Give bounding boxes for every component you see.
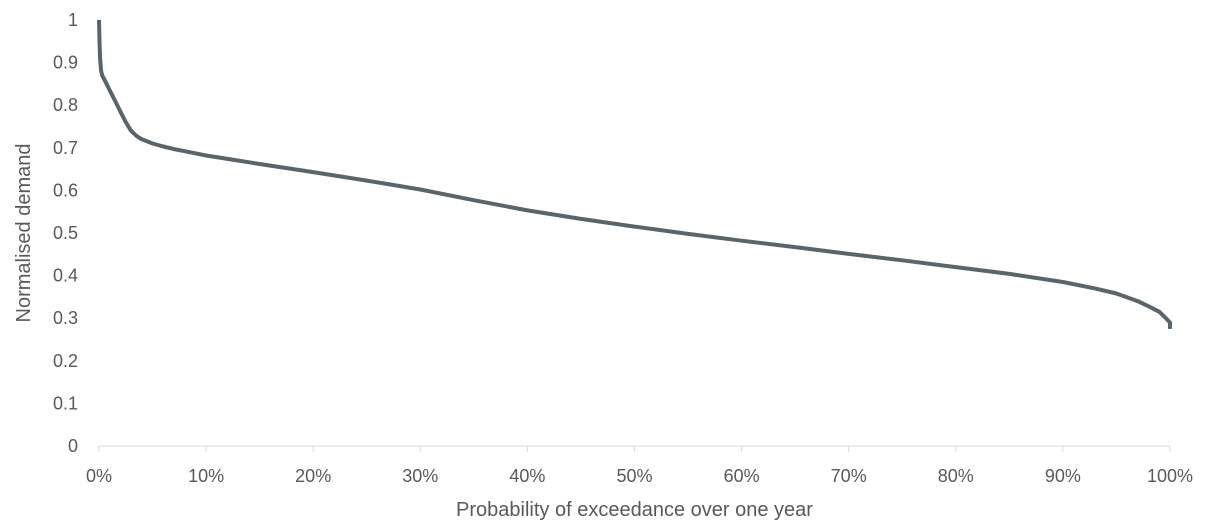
series-layer — [97, 19, 1172, 329]
y-tick-label: 0.2 — [53, 351, 78, 371]
x-tick-label: 40% — [509, 466, 545, 486]
y-axis-ticks: 0 0.1 0.2 0.3 0.4 0.5 0.6 0.7 0.8 0.9 1 — [53, 10, 78, 456]
x-tick-label: 10% — [188, 466, 224, 486]
y-tick-label: 0.8 — [53, 95, 78, 115]
x-tick-label: 20% — [295, 466, 331, 486]
y-axis-title: Normalised demand — [13, 144, 35, 323]
x-tick-label: 60% — [724, 466, 760, 486]
y-tick-label: 0.5 — [53, 223, 78, 243]
y-tick-label: 0.9 — [53, 53, 78, 73]
x-tick-label: 80% — [938, 466, 974, 486]
x-axis-ticks: 0% 10% 20% 30% 40% 50% 60% 70% 80% 90% 100% — [86, 446, 1193, 486]
y-tick-label: 0 — [68, 436, 78, 456]
y-tick-label: 0.4 — [53, 266, 78, 286]
x-tick-label: 90% — [1045, 466, 1081, 486]
series-line — [97, 19, 1172, 329]
x-tick-label: 30% — [402, 466, 438, 486]
y-tick-label: 0.6 — [53, 180, 78, 200]
y-tick-label: 0.7 — [53, 138, 78, 158]
x-tick-label: 70% — [831, 466, 867, 486]
y-tick-label: 0.3 — [53, 308, 78, 328]
y-tick-label: 0.1 — [53, 393, 78, 413]
x-tick-label: 100% — [1147, 466, 1193, 486]
x-tick-label: 0% — [86, 466, 112, 486]
y-tick-label: 1 — [68, 10, 78, 30]
x-axis-title: Probability of exceedance over one year — [456, 499, 813, 521]
x-tick-label: 50% — [616, 466, 652, 486]
